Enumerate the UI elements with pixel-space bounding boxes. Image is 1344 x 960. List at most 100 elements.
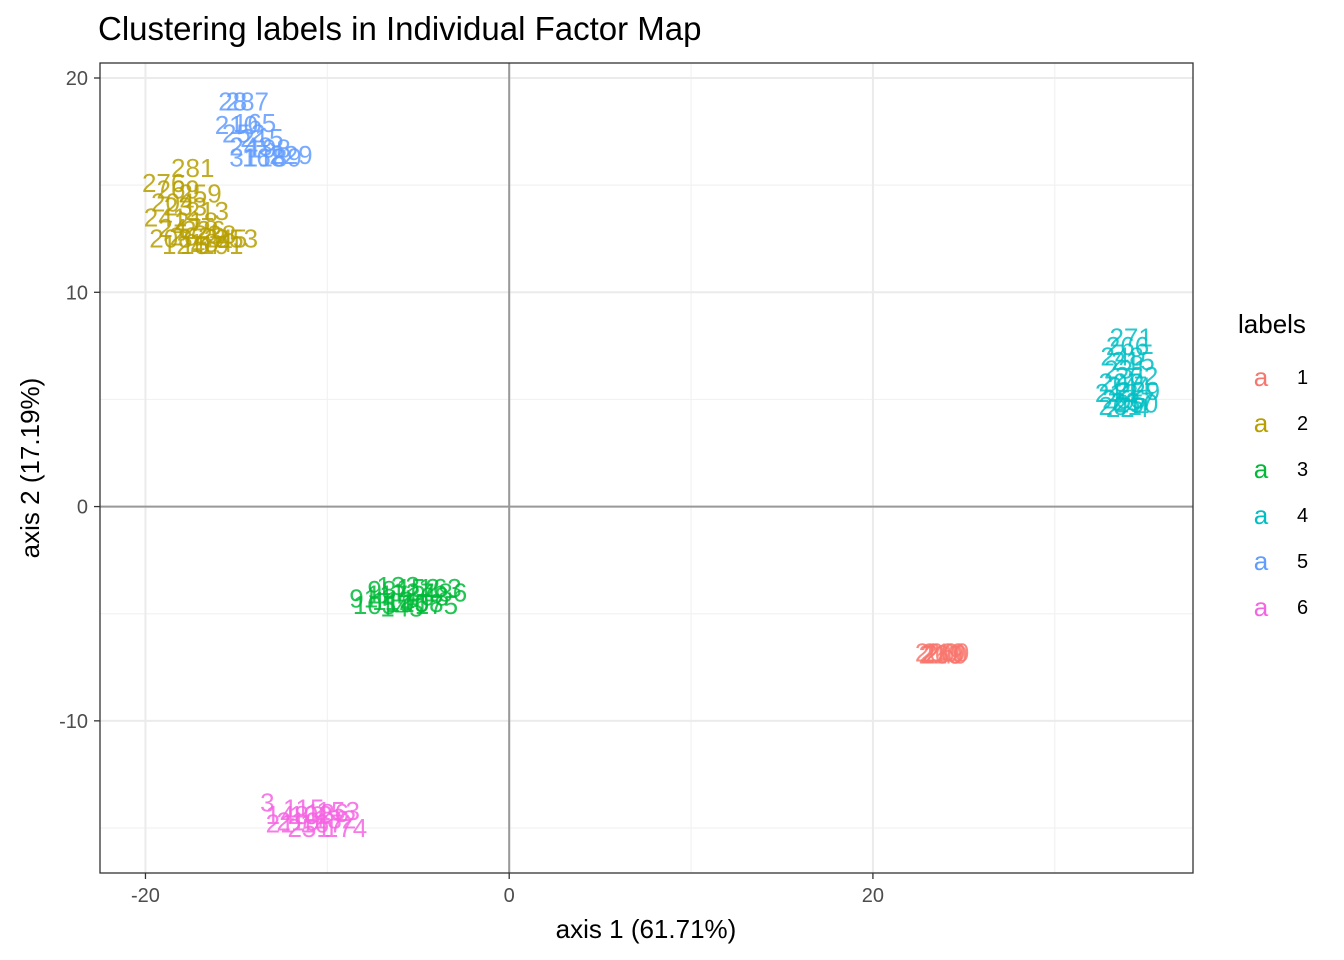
data-point-label: 102	[289, 800, 332, 830]
data-point-label: 200	[915, 637, 958, 667]
data-point-label: 219	[922, 637, 965, 667]
data-point-label: 204	[151, 187, 194, 217]
data-point-label: 191	[200, 230, 243, 260]
data-point-label: 226	[182, 215, 225, 245]
data-point-label: 250	[1115, 389, 1158, 419]
data-point-label: 21	[266, 809, 295, 839]
data-point-label: 145	[380, 592, 423, 622]
data-point-label: 132	[313, 804, 356, 834]
y-tick-label: -10	[59, 711, 88, 733]
series-2: 2812762692592042332132412182472262622382…	[142, 153, 258, 260]
data-point-label: 253	[215, 224, 258, 254]
data-point-label: 212	[1095, 378, 1138, 408]
data-point-label: 238	[193, 219, 236, 249]
data-point-label: 117	[367, 579, 408, 609]
x-axis-title: axis 1 (61.71%)	[556, 914, 737, 944]
plot-panel	[100, 63, 1193, 873]
data-point-label: 163	[418, 573, 461, 603]
data-point-label: 105	[353, 590, 396, 620]
legend-title: labels	[1238, 309, 1306, 339]
data-point-label: 210	[919, 639, 962, 669]
data-point-label: 218	[175, 207, 218, 237]
data-point-label: 186	[306, 798, 349, 828]
legend-key: a	[1254, 454, 1269, 484]
data-point-label: 133	[377, 571, 420, 601]
y-tick-label: 0	[77, 497, 88, 519]
data-point-label: 208	[149, 224, 192, 254]
legend-label: 6	[1297, 597, 1308, 619]
data-point-label: 98	[367, 575, 396, 605]
chart-title: Clustering labels in Individual Factor M…	[98, 10, 701, 47]
data-point-label: 174	[324, 813, 367, 843]
data-point-label: 210	[215, 110, 258, 140]
data-point-label: 287	[226, 87, 269, 117]
y-axis: -10 0 10 20	[59, 68, 100, 733]
data-point-label: 112	[372, 586, 413, 616]
data-point-label: 271	[1109, 322, 1152, 352]
y-axis-title: axis 2 (17.19%)	[15, 378, 45, 559]
data-point-label: 167	[300, 809, 343, 839]
data-point-label: 168	[406, 582, 449, 612]
data-point-label: 91	[349, 584, 378, 614]
zero-lines	[100, 63, 1193, 873]
data-point-label: 152	[397, 573, 440, 603]
data-point-label: 229	[269, 140, 312, 170]
data-point-label: 252	[222, 119, 265, 149]
legend-label: 2	[1297, 413, 1308, 435]
legend-label: 5	[1297, 551, 1308, 573]
legend-key: a	[1254, 592, 1269, 622]
legend-key: a	[1254, 362, 1269, 392]
data-point-label: 276	[142, 168, 185, 198]
x-tick-label: -20	[131, 885, 160, 907]
data-point-label: 248	[1100, 342, 1143, 372]
data-point-label: 245	[204, 224, 247, 254]
data-point-label: 3	[260, 787, 274, 817]
series-4: 2712662482152312622072442292122552372012…	[1095, 322, 1160, 423]
x-axis: -20 0 20	[131, 873, 884, 907]
data-point-label: 237	[1111, 387, 1154, 417]
data-point-label: 240	[924, 639, 967, 669]
y-tick-label: 10	[66, 282, 88, 304]
data-point-label: 243	[229, 132, 272, 162]
data-point-label: 127	[391, 577, 434, 607]
data-point-label: 241	[144, 202, 187, 232]
data-point-label: 244	[1108, 372, 1151, 402]
legend: labels a 1a 2a 3a 4a 5a 6	[1238, 309, 1308, 622]
data-point-label: 262	[169, 222, 212, 252]
data-point-label: 124	[162, 230, 205, 260]
data-point-label: 251	[287, 813, 330, 843]
x-tick-label: 20	[862, 885, 884, 907]
data-point-label: 266	[1106, 331, 1149, 361]
data-point-label: 140	[386, 588, 429, 618]
data-point-label: 219	[277, 807, 320, 837]
data-point-label: 201	[1099, 391, 1142, 421]
data-point-label: 189	[258, 142, 301, 172]
data-point-label: 31	[229, 142, 258, 172]
data-point-label: 233	[164, 192, 207, 222]
data-point-label: 157	[180, 230, 223, 260]
legend-key: a	[1254, 500, 1269, 530]
data-point-label: 260	[926, 637, 969, 667]
data-point-label: 281	[171, 153, 214, 183]
data-point-label: 28	[218, 87, 247, 117]
data-point-label: 262	[1115, 361, 1158, 391]
data-point-label: 153	[317, 796, 360, 826]
data-point-label: 269	[920, 639, 963, 669]
data-point-label: 213	[186, 196, 229, 226]
data-point-label: 115	[283, 794, 324, 824]
data-point-label: 229	[1117, 376, 1160, 406]
y-tick-label: 20	[66, 68, 88, 90]
data-point-label: 168	[242, 142, 285, 172]
data-point-label: 269	[157, 174, 200, 204]
data-point-label: 158	[400, 588, 443, 618]
data-point-label: 186	[424, 577, 467, 607]
